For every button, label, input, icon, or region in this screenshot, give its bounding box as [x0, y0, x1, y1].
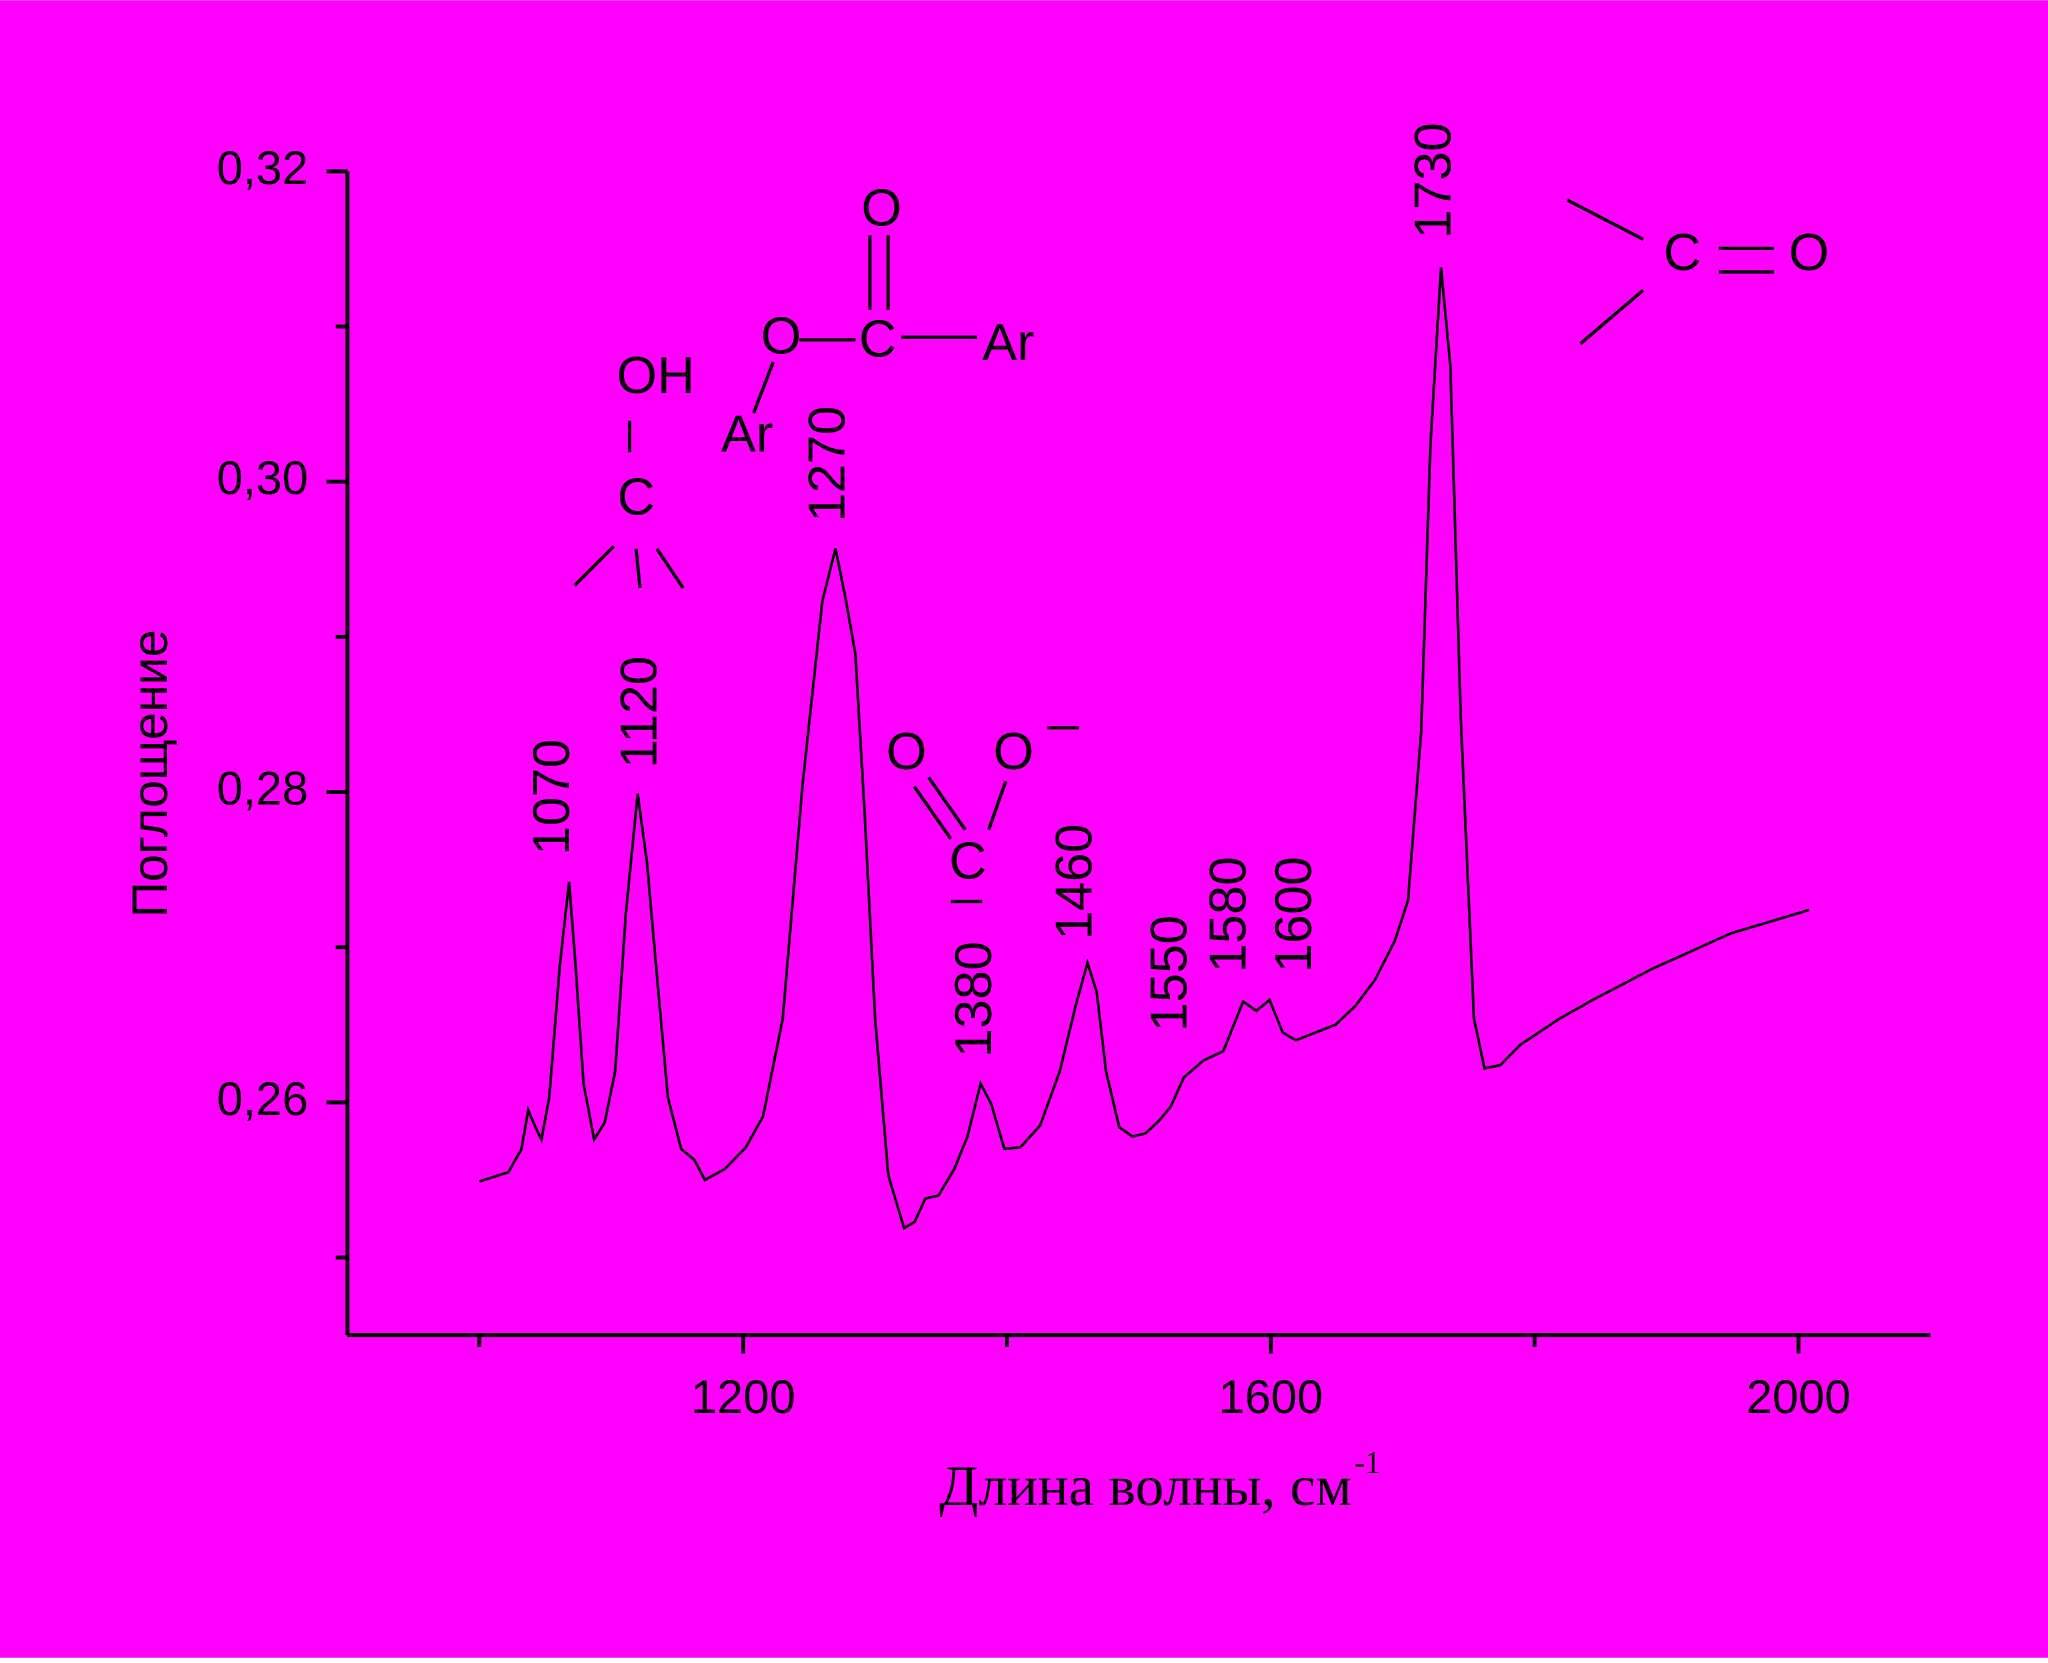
atom-label: OH: [616, 347, 694, 405]
atom-label: C: [859, 310, 897, 368]
bond: [1579, 288, 1645, 346]
atom-label: Ar: [982, 314, 1034, 372]
peak-label: 1550: [1141, 915, 1199, 1031]
peak-label: 1270: [798, 406, 856, 522]
atom-label: O: [993, 723, 1034, 781]
x-tick-label: 1600: [1219, 1370, 1324, 1423]
structure-lines: [573, 198, 1774, 904]
x-axis-label-sup: -1: [1354, 1445, 1380, 1480]
peak-label: 1380: [945, 941, 1003, 1057]
peak-label: 1070: [523, 739, 581, 855]
bond: [752, 361, 775, 414]
peak-label: 1580: [1199, 856, 1257, 972]
atom-label: O: [1789, 224, 1830, 282]
peak-label: 1460: [1045, 824, 1103, 940]
y-tick-label: 0,28: [217, 761, 309, 814]
atom-label: O: [861, 180, 902, 238]
bond: [573, 545, 616, 587]
y-tick-label: 0,32: [217, 141, 309, 194]
bond: [927, 776, 967, 831]
bond: [1566, 198, 1644, 241]
x-tick-label: 1200: [691, 1370, 796, 1423]
peak-label: 1120: [610, 656, 668, 768]
x-axis-label: Длина волны, см: [939, 1455, 1352, 1518]
bond: [987, 780, 1008, 831]
x-tick-label: 2000: [1746, 1370, 1851, 1423]
atom-label: O: [886, 723, 927, 781]
atom-label: O: [761, 308, 802, 366]
bond: [912, 785, 953, 840]
atom-label: C: [1663, 224, 1701, 282]
atom-label: C: [949, 833, 987, 891]
y-axis-label: Поглощение: [122, 629, 178, 917]
peak-label: 1600: [1265, 856, 1323, 972]
bond: [655, 547, 685, 589]
y-tick-label: 0,26: [217, 1072, 309, 1125]
peak-label: 1730: [1405, 122, 1463, 238]
atom-label: C: [617, 468, 655, 526]
atom-label: Ar: [721, 406, 773, 464]
spectrum-line: [478, 267, 1810, 1230]
bond: [634, 548, 642, 589]
y-tick-label: 0,30: [217, 451, 309, 504]
